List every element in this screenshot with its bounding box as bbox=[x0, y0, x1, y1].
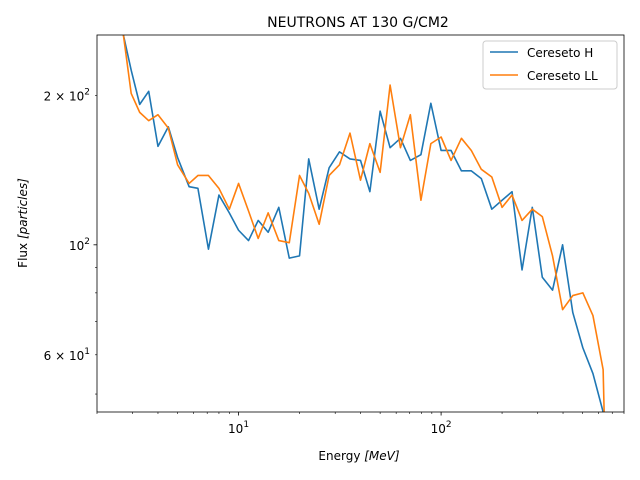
x-tick-label: 102 bbox=[431, 420, 452, 436]
legend-box bbox=[482, 40, 618, 90]
x-axis: 101 102 bbox=[96, 412, 625, 436]
series-line-cereseto-h bbox=[122, 35, 604, 412]
y-tick-label: 6 × 101 bbox=[44, 347, 90, 363]
legend-label-cereseto-ll: Cereseto LL bbox=[527, 69, 598, 83]
y-tick-label: 2 × 102 bbox=[44, 88, 90, 104]
chart-title: NEUTRONS AT 130 G/CM2 bbox=[267, 15, 449, 31]
y-tick-label: 102 bbox=[69, 237, 90, 253]
x-axis-label: Energy [MeV] bbox=[318, 449, 399, 463]
legend-label-cereseto-h: Cereseto H bbox=[527, 46, 593, 60]
legend: Cereseto H Cereseto LL bbox=[482, 40, 618, 90]
series-line-cereseto-ll bbox=[122, 35, 605, 412]
x-tick-label: 101 bbox=[228, 420, 249, 436]
y-axis: 6 × 101 102 2 × 102 bbox=[44, 88, 97, 395]
series-layer bbox=[122, 35, 605, 412]
y-axis-label: Flux [particles] bbox=[16, 178, 30, 268]
